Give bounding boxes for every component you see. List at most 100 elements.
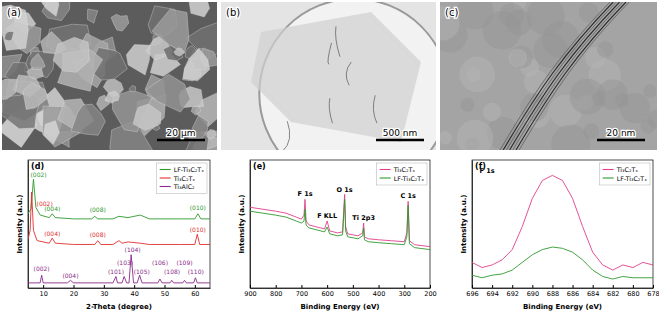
- legend-label: Ti₃C₂Tₓ: [393, 166, 416, 173]
- wrinkle: [336, 26, 340, 56]
- peak-label: (008): [90, 231, 106, 238]
- tick-label: 10: [40, 290, 48, 298]
- flake: [2, 5, 28, 50]
- series-line: [250, 199, 430, 249]
- nanosheet: [251, 12, 421, 142]
- annotation: F 1s: [297, 190, 312, 198]
- tick-label: 40: [131, 290, 139, 298]
- legend-entry: Ti₃C₂Tₓ: [160, 175, 196, 182]
- tick-label: 682: [607, 290, 619, 298]
- legend: Ti₃C₂TₓLF-Ti₃C₂Tₓ: [377, 163, 427, 185]
- tick-label: 688: [547, 290, 559, 298]
- peak-label: (110): [188, 268, 204, 275]
- legend-label: Ti₃AlC₂: [173, 183, 195, 190]
- y-axis-title: Intensity (a.u.): [238, 194, 246, 253]
- peak-label: (105): [134, 268, 150, 275]
- x-axis: 102030405060: [29, 285, 211, 298]
- texture: [459, 57, 495, 93]
- tick-label: 680: [627, 290, 639, 298]
- chart-panel: 696694692690688686684682680678Binding En…: [460, 160, 659, 311]
- texture: [483, 103, 502, 122]
- tick: 10: [40, 285, 48, 298]
- texture: [597, 41, 613, 57]
- image-panel: (a)20 μm: [0, 0, 237, 166]
- legend-swatch: [380, 177, 391, 178]
- flake: [4, 31, 14, 40]
- legend-label: LF-Ti₃C₂Tₓ: [617, 175, 648, 182]
- wrinkle: [373, 95, 377, 123]
- tick: 684: [587, 285, 599, 298]
- axis-line: [472, 161, 473, 289]
- legend-label: Ti₃C₂Tₓ: [616, 166, 639, 173]
- legend-swatch: [160, 169, 171, 170]
- flake: [152, 9, 189, 53]
- flake: [31, 53, 46, 69]
- peak-label: (104): [125, 246, 141, 253]
- scale-bar-label: 20 nm: [607, 128, 636, 138]
- image-panel: (c)20 nm: [425, 0, 659, 164]
- tick: 692: [507, 285, 519, 298]
- tick: 700: [296, 285, 308, 298]
- tick-mark: [43, 285, 44, 288]
- series-line: [472, 247, 653, 279]
- tick-mark: [327, 285, 328, 288]
- micrograph: [2, 2, 217, 150]
- peak-label: (103): [117, 259, 133, 266]
- tick: 690: [527, 285, 539, 298]
- wrinkle: [346, 62, 351, 85]
- scale-bar-label: 20 μm: [167, 128, 196, 138]
- tick-label: 694: [486, 290, 498, 298]
- peak-label: (002): [37, 200, 53, 207]
- texture: [520, 93, 548, 121]
- plot-area: [28, 179, 210, 283]
- tick: 30: [100, 285, 108, 298]
- tick-mark: [552, 285, 553, 288]
- texture: [579, 2, 599, 22]
- tick: 200: [424, 285, 436, 298]
- tick-label: 692: [507, 290, 519, 298]
- tick-mark: [353, 285, 354, 288]
- flake: [53, 37, 89, 72]
- flake: [174, 48, 185, 56]
- series-line: [250, 194, 430, 246]
- panel-label: (e): [253, 162, 266, 171]
- y-axis: [250, 161, 251, 289]
- tick-mark: [593, 285, 594, 288]
- legend: Ti₃C₂Tₓ LF-Ti₃C₂Tₓ: [600, 163, 650, 185]
- tick-label: 50: [161, 290, 169, 298]
- flake: [133, 104, 161, 130]
- flake: [42, 2, 70, 21]
- micrograph: [440, 2, 657, 150]
- legend-entry: Ti₃C₂Tₓ: [603, 166, 639, 173]
- tick-label: 678: [647, 290, 659, 298]
- tick-label: 700: [296, 290, 308, 298]
- plot-frame: [28, 160, 210, 288]
- peak-label: (008): [90, 206, 106, 213]
- tick-label: 500: [347, 290, 359, 298]
- flake: [105, 91, 120, 103]
- tick: 694: [486, 285, 498, 298]
- texture: [615, 93, 629, 107]
- legend-swatch: [380, 169, 391, 170]
- y-axis: [472, 161, 473, 289]
- chart-panel: 1020304050602-Theta (degree)Intensity (a…: [16, 160, 211, 311]
- tick-label: 800: [270, 290, 282, 298]
- peak-label: (106): [152, 259, 168, 266]
- wrinkle: [329, 98, 332, 123]
- micrograph: [221, 2, 436, 150]
- image-background: [2, 2, 217, 150]
- flake: [23, 83, 48, 110]
- tick-mark: [276, 285, 277, 288]
- series-line: [28, 255, 210, 283]
- flake: [87, 9, 97, 23]
- tick: 686: [567, 285, 579, 298]
- tick: 688: [547, 285, 559, 298]
- peak-label: (004): [44, 230, 60, 237]
- flake: [183, 48, 210, 81]
- tick-mark: [573, 285, 574, 288]
- x-axis: 900800700600500400300200: [244, 285, 436, 298]
- y-axis: [28, 161, 29, 289]
- panel-label: (f): [475, 162, 486, 171]
- texture: [506, 9, 532, 35]
- tick-mark: [653, 285, 654, 288]
